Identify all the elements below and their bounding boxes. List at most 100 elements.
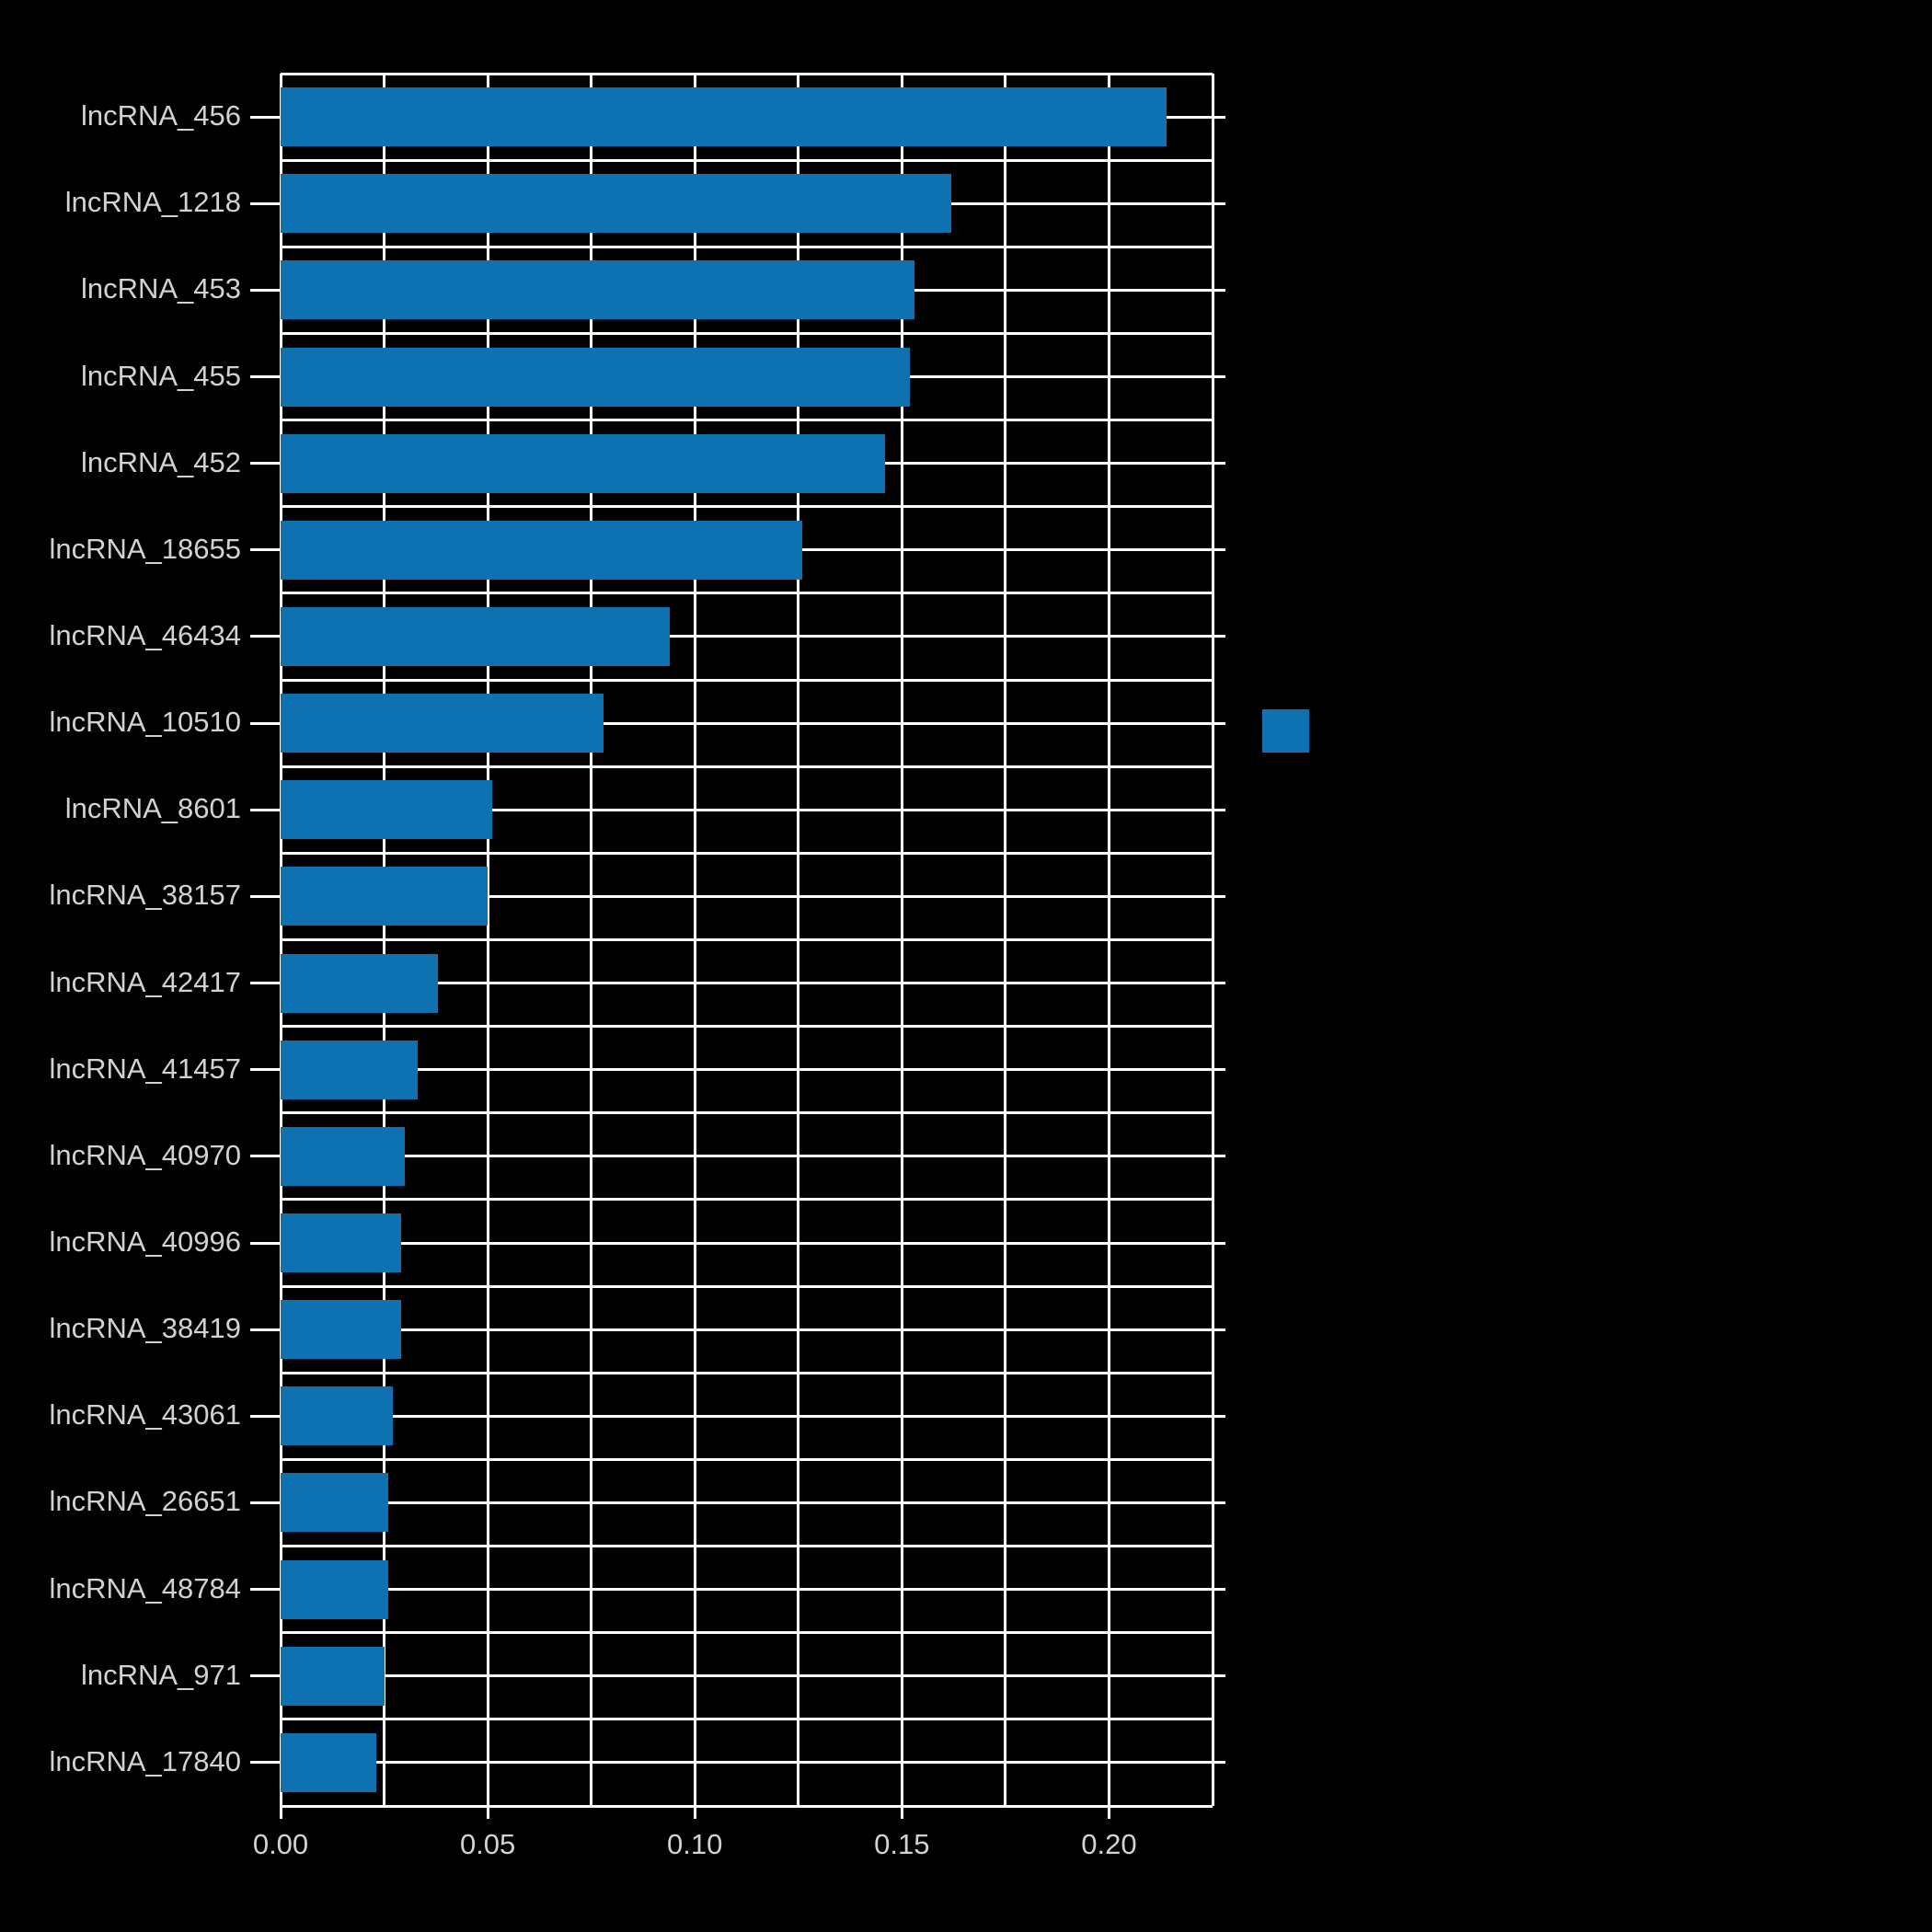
x-tick-label: 0.05 — [459, 1828, 516, 1860]
gridline-vertical — [1211, 74, 1214, 1806]
bar — [281, 867, 489, 926]
gridline-horizontal-boundary — [281, 1457, 1213, 1461]
y-tick-label: lncRNA_971 — [80, 1658, 241, 1691]
gridline-horizontal-boundary — [281, 331, 1213, 335]
bar — [281, 1386, 393, 1446]
gridline-vertical — [693, 74, 696, 1806]
x-tick — [900, 1806, 903, 1819]
y-tick — [250, 1761, 281, 1765]
gridline-horizontal-boundary — [281, 1371, 1213, 1374]
y-tick-label: lncRNA_40996 — [49, 1225, 241, 1259]
y-tick-label: lncRNA_17840 — [49, 1744, 241, 1777]
gridline-vertical — [797, 74, 800, 1806]
gridline-horizontal-center — [281, 982, 1225, 985]
y-tick-label: lncRNA_26651 — [49, 1485, 241, 1518]
gridline-horizontal-center — [281, 1501, 1225, 1504]
gridline-horizontal-center — [281, 1588, 1225, 1592]
bar — [281, 433, 886, 493]
gridline-horizontal-center — [281, 1068, 1225, 1072]
gridline-horizontal-boundary — [281, 1025, 1213, 1029]
y-tick — [250, 1328, 281, 1331]
gridline-horizontal-boundary — [281, 938, 1213, 941]
y-tick — [250, 894, 281, 898]
y-tick-label: lncRNA_38157 — [49, 879, 241, 912]
gridline-horizontal-boundary — [281, 505, 1213, 509]
y-tick-label: lncRNA_8601 — [64, 792, 241, 825]
y-tick — [250, 808, 281, 811]
x-tick-label: 0.10 — [667, 1828, 723, 1860]
gridline-horizontal-boundary — [281, 419, 1213, 422]
gridline-horizontal-boundary — [281, 1198, 1213, 1202]
y-tick-label: lncRNA_40970 — [49, 1138, 241, 1171]
y-tick-label: lncRNA_46434 — [49, 618, 241, 651]
y-tick — [250, 1414, 281, 1418]
gridline-horizontal-center — [281, 635, 1225, 638]
x-tick-label: 0.15 — [874, 1828, 930, 1860]
gridline-horizontal-boundary — [281, 1545, 1213, 1548]
bar — [281, 1213, 401, 1273]
y-tick-label: lncRNA_453 — [80, 272, 241, 305]
bar — [281, 174, 952, 234]
gridline-vertical — [900, 74, 903, 1806]
gridline-horizontal-boundary — [281, 1284, 1213, 1288]
bar — [281, 347, 911, 407]
x-tick — [1107, 1806, 1110, 1819]
y-tick-label: lncRNA_10510 — [49, 706, 241, 739]
bar — [281, 1473, 389, 1533]
y-tick-label: lncRNA_452 — [80, 445, 241, 478]
y-tick — [250, 1501, 281, 1504]
bar — [281, 520, 803, 580]
y-tick — [250, 548, 281, 552]
x-tick — [693, 1806, 696, 1819]
gridline-horizontal-boundary — [281, 851, 1213, 855]
y-tick-label: lncRNA_455 — [80, 359, 241, 392]
gridline-vertical — [486, 74, 489, 1806]
gridline-vertical — [590, 74, 593, 1806]
gridline-horizontal-boundary — [281, 592, 1213, 595]
y-tick — [250, 201, 281, 205]
bar — [281, 953, 439, 1013]
y-tick — [250, 1068, 281, 1072]
gridline-horizontal-center — [281, 808, 1225, 811]
gridline-horizontal-boundary — [281, 1804, 1213, 1808]
gridline-horizontal-boundary — [281, 72, 1213, 75]
y-tick — [250, 115, 281, 119]
gridline-horizontal-center — [281, 721, 1225, 725]
y-tick — [250, 1588, 281, 1592]
bar — [281, 87, 1167, 147]
gridline-horizontal-center — [281, 894, 1225, 898]
bar — [281, 694, 604, 753]
y-tick-label: lncRNA_48784 — [49, 1571, 241, 1604]
gridline-horizontal-center — [281, 1414, 1225, 1418]
gridline-horizontal-center — [281, 1328, 1225, 1331]
gridline-horizontal-center — [281, 1155, 1225, 1158]
gridline-horizontal-center — [281, 1241, 1225, 1245]
legend-swatch — [1262, 709, 1309, 753]
bar — [281, 1732, 376, 1792]
y-tick — [250, 982, 281, 985]
gridline-horizontal-center — [281, 1674, 1225, 1678]
gridline-horizontal-boundary — [281, 1718, 1213, 1721]
bar — [281, 1646, 385, 1706]
bar — [281, 1126, 406, 1186]
y-tick-label: lncRNA_1218 — [64, 186, 241, 219]
bar — [281, 606, 671, 666]
x-tick-label: 0.20 — [1081, 1828, 1137, 1860]
y-tick-label: lncRNA_43061 — [49, 1398, 241, 1432]
y-tick-label: lncRNA_456 — [80, 99, 241, 132]
y-tick — [250, 462, 281, 466]
y-tick — [250, 721, 281, 725]
y-tick — [250, 288, 281, 292]
gridline-horizontal-boundary — [281, 765, 1213, 768]
bar — [281, 1300, 401, 1360]
x-tick — [486, 1806, 489, 1819]
bar — [281, 1559, 389, 1619]
y-tick — [250, 635, 281, 638]
gridline-vertical — [279, 74, 282, 1806]
gridline-horizontal-boundary — [281, 158, 1213, 162]
y-tick-label: lncRNA_42417 — [49, 965, 241, 998]
y-tick — [250, 1674, 281, 1678]
y-tick-label: lncRNA_18655 — [49, 532, 241, 565]
gridline-horizontal-boundary — [281, 1111, 1213, 1115]
bar — [281, 1040, 418, 1099]
